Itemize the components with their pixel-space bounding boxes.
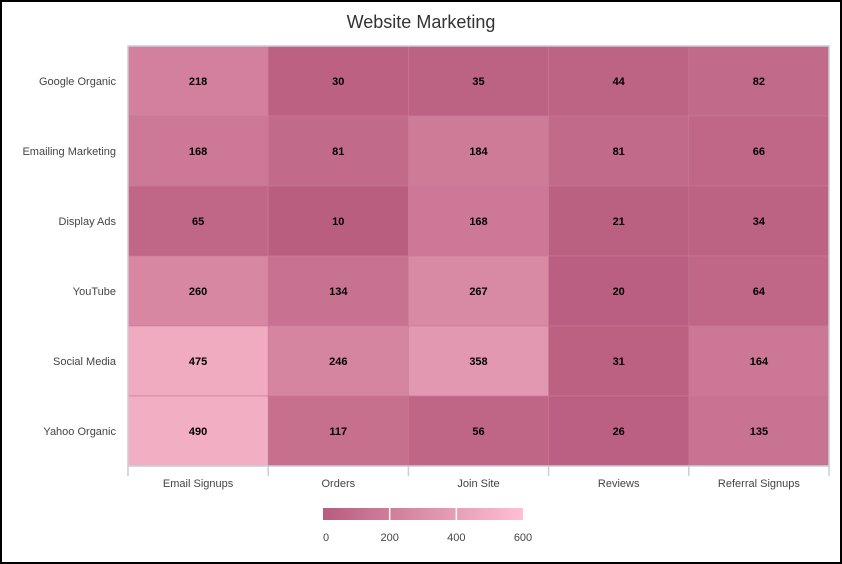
heatmap-cell: [127, 395, 269, 467]
cell-value-label: 21: [613, 216, 625, 228]
heatmap-cell: [267, 185, 409, 257]
cell-value-label: 267: [469, 286, 487, 298]
x-tick-label: Referral Signups: [718, 478, 800, 490]
cell-value-label: 168: [469, 216, 487, 228]
cell-value-label: 164: [750, 356, 769, 368]
cell-value-label: 168: [189, 146, 207, 158]
legend-tick-label: 200: [380, 532, 398, 544]
cell-value-label: 475: [189, 356, 207, 368]
cell-value-label: 20: [613, 286, 625, 298]
heatmap-cell: [548, 255, 690, 327]
cell-value-label: 30: [332, 76, 344, 88]
heatmap-cell: [688, 325, 830, 397]
heatmap-cell: [408, 255, 549, 327]
cell-value-label: 34: [753, 216, 766, 228]
x-axis: Email Signups Orders Join Site Reviews Refer…: [127, 466, 830, 490]
cell-value-label: 260: [189, 286, 207, 298]
x-tick-label: Join Site: [457, 478, 499, 490]
cell-value-label: 44: [613, 76, 626, 88]
y-tick-label: Display Ads: [59, 216, 117, 228]
heatmap-cell: [548, 325, 690, 397]
cell-value-label: 66: [753, 146, 765, 158]
heatmap-cell: [267, 395, 409, 467]
cell-value-label: 246: [329, 356, 347, 368]
heatmap-cell: [267, 325, 409, 397]
heatmap-cell: [408, 115, 549, 187]
cell-value-label: 10: [332, 216, 344, 228]
cell-value-label: 184: [469, 146, 488, 158]
cell-value-label: 81: [613, 146, 625, 158]
cell-value-label: 65: [192, 216, 204, 228]
cell-value-label: 134: [329, 286, 348, 298]
heatmap-cell: [548, 395, 690, 467]
y-tick-label: YouTube: [73, 286, 116, 298]
cell-value-label: 31: [613, 356, 625, 368]
cell-value-label: 490: [189, 426, 207, 438]
x-tick-label: Orders: [321, 478, 355, 490]
cell-value-label: 218: [189, 76, 207, 88]
x-tick-label: Email Signups: [163, 478, 234, 490]
cell-value-label: 81: [332, 146, 344, 158]
cell-value-label: 135: [750, 426, 768, 438]
x-tick-label: Reviews: [598, 478, 640, 490]
heatmap-cell: [688, 185, 830, 257]
cell-value-label: 26: [613, 426, 625, 438]
heatmap-gridlines: [127, 45, 830, 467]
plot-border: [127, 45, 830, 467]
legend-tick-label: 400: [447, 532, 465, 544]
color-scale-bar: [323, 508, 523, 520]
heatmap-cell: [548, 115, 690, 187]
cell-value-label: 358: [469, 356, 487, 368]
heatmap-cell: [127, 325, 269, 397]
heatmap-cell: [408, 185, 549, 257]
color-legend: 0 200 400 600: [323, 508, 532, 544]
heatmap-cell: [267, 115, 409, 187]
heatmap-cell: [127, 185, 269, 257]
y-axis-labels: Google Organic Emailing Marketing Display …: [22, 76, 116, 438]
cell-value-label: 64: [753, 286, 766, 298]
heatmap-cell: [408, 395, 549, 467]
legend-tick-label: 600: [514, 532, 532, 544]
legend-tick-label: 0: [323, 532, 329, 544]
cell-value-label: 56: [472, 426, 484, 438]
heatmap-cells: 218 30 35 44 82 168 81 184 81 66 65 10 168 21 34 260 134…: [127, 45, 830, 467]
chart-title: Website Marketing: [346, 12, 496, 32]
heatmap-cell: [688, 395, 830, 467]
heatmap-cell: [127, 115, 269, 187]
heatmap-cell: [548, 185, 690, 257]
y-tick-label: Emailing Marketing: [22, 146, 116, 158]
y-tick-label: Social Media: [53, 356, 117, 368]
y-tick-label: Google Organic: [39, 76, 117, 88]
heatmap-cell: [688, 255, 830, 327]
y-tick-label: Yahoo Organic: [43, 426, 116, 438]
cell-value-label: 82: [753, 76, 765, 88]
cell-value-label: 117: [329, 426, 347, 438]
heatmap-cell: [548, 45, 690, 117]
cell-value-label: 35: [472, 76, 484, 88]
